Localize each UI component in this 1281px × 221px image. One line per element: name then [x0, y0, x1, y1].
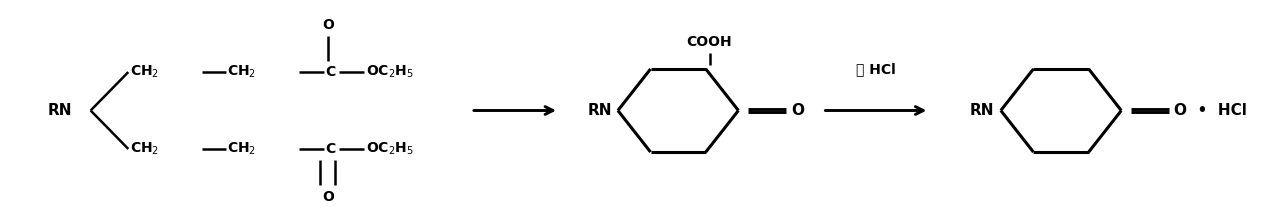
Text: CH$_2$: CH$_2$: [228, 141, 256, 157]
Text: CH$_2$: CH$_2$: [129, 141, 159, 157]
Text: OC$_2$H$_5$: OC$_2$H$_5$: [365, 141, 414, 157]
Text: RN: RN: [587, 103, 611, 118]
Text: OC$_2$H$_5$: OC$_2$H$_5$: [365, 64, 414, 80]
Text: O: O: [322, 18, 334, 32]
Text: C: C: [325, 65, 336, 79]
Text: RN: RN: [47, 103, 73, 118]
Text: O: O: [792, 103, 804, 118]
Text: 浓 HCl: 浓 HCl: [856, 62, 895, 76]
Text: CH$_2$: CH$_2$: [129, 64, 159, 80]
Text: O: O: [322, 190, 334, 204]
Text: RN: RN: [970, 103, 994, 118]
Text: CH$_2$: CH$_2$: [228, 64, 256, 80]
Text: COOH: COOH: [687, 35, 733, 49]
Text: C: C: [325, 142, 336, 156]
Text: O  •  HCl: O • HCl: [1175, 103, 1246, 118]
